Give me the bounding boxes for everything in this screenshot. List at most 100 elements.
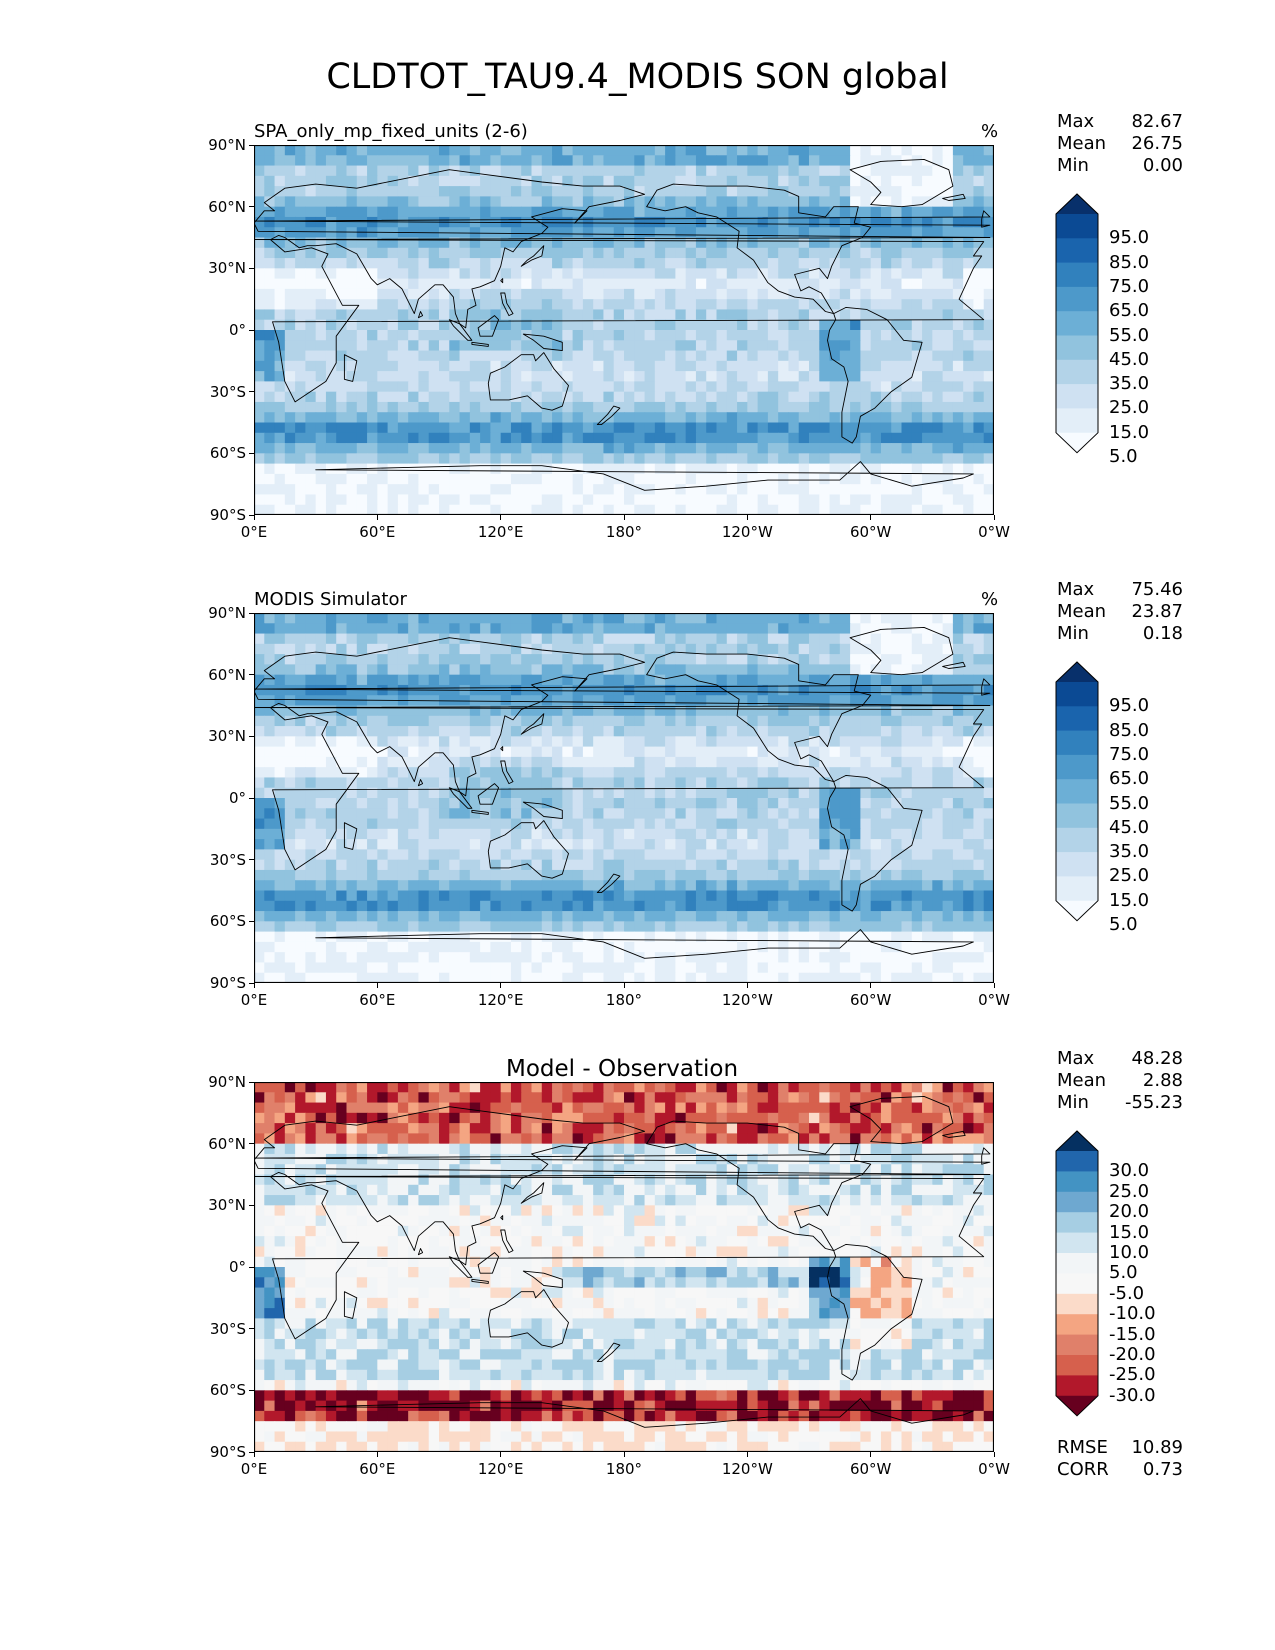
stat-value: 75.46 — [1131, 579, 1183, 600]
data-field — [254, 1082, 994, 1452]
colorbar-tick-label: 20.0 — [1109, 1201, 1150, 1223]
stat-value: 10.89 — [1131, 1437, 1183, 1458]
x-tick-label: 120°W — [721, 523, 773, 541]
map-plot — [254, 613, 994, 983]
x-tick-mark — [993, 1452, 995, 1457]
colorbar-tick-label: 25.0 — [1109, 1180, 1150, 1202]
stat-name: Max — [1057, 1048, 1095, 1069]
y-tick-label: 60°N — [208, 1134, 246, 1153]
y-tick-mark — [249, 797, 254, 799]
stat-value: 0.00 — [1142, 155, 1183, 176]
stat-row: Max 75.46 — [1057, 579, 1183, 601]
colorbar-tick-label: 95.0 — [1109, 227, 1150, 249]
x-tick-mark — [376, 983, 378, 988]
reference-panel: MODIS Simulator % 0°E 60°E 120°E 180° 120°W 6… — [0, 579, 1275, 1023]
y-tick-mark — [249, 144, 254, 146]
colorbar-tick-label: 95.0 — [1109, 695, 1150, 717]
x-tick-label: 180° — [605, 523, 643, 541]
stat-row: Min 0.00 — [1057, 155, 1183, 177]
x-tick-mark — [623, 1452, 625, 1457]
x-tick-label: 180° — [605, 991, 643, 1009]
y-tick-label: 60°S — [209, 444, 246, 463]
stat-row: RMSE 10.89 — [1057, 1437, 1183, 1459]
y-tick-mark — [249, 1143, 254, 1145]
map-plot — [254, 1082, 994, 1452]
map-canvas — [254, 1082, 994, 1452]
y-tick-mark — [249, 514, 254, 516]
y-tick-label: 60°N — [208, 197, 246, 216]
y-tick-label: 90°N — [208, 136, 246, 154]
y-tick-label: 0° — [228, 1258, 246, 1276]
y-tick-mark — [249, 920, 254, 922]
stat-name: Min — [1057, 1092, 1089, 1113]
y-tick-label: 60°S — [209, 1381, 246, 1400]
colorbar-tick-label: 45.0 — [1109, 816, 1150, 838]
x-tick-mark — [993, 983, 995, 988]
panel-units-label: % — [981, 121, 999, 142]
stat-name: Min — [1057, 623, 1089, 644]
stat-name: Mean — [1057, 601, 1107, 622]
x-tick-mark — [500, 983, 502, 988]
x-tick-mark — [253, 1452, 255, 1457]
colorbar-tick-label: 85.0 — [1109, 251, 1150, 273]
x-tick-mark — [500, 515, 502, 520]
y-tick-mark — [249, 267, 254, 269]
y-tick-mark — [249, 612, 254, 614]
x-tick-label: 60°W — [849, 1460, 892, 1478]
stat-value: 2.88 — [1142, 1070, 1183, 1091]
y-tick-mark — [249, 329, 254, 331]
x-tick-mark — [500, 1452, 502, 1457]
stat-name: CORR — [1057, 1459, 1109, 1480]
y-tick-label: 30°N — [208, 1196, 246, 1215]
colorbar-tick-label: 10.0 — [1109, 1242, 1150, 1263]
x-tick-label: 120°E — [477, 991, 524, 1009]
stat-name: Mean — [1057, 1070, 1107, 1091]
x-tick-label: 60°W — [849, 991, 892, 1009]
map-frame — [254, 145, 994, 515]
stat-row: Mean 2.88 — [1057, 1070, 1183, 1092]
stat-row: Mean 26.75 — [1057, 133, 1183, 155]
x-tick-mark — [623, 983, 625, 988]
stat-row: Mean 23.87 — [1057, 601, 1183, 623]
y-tick-mark — [249, 1266, 254, 1268]
x-tick-label: 60°W — [849, 523, 892, 541]
x-tick-label: 0°W — [978, 1460, 1010, 1478]
y-tick-label: 90°S — [209, 506, 246, 524]
y-tick-label: 30°S — [209, 382, 246, 401]
x-tick-label: 180° — [605, 1460, 643, 1478]
y-tick-label: 60°N — [208, 665, 246, 684]
stat-value: 48.28 — [1131, 1048, 1183, 1069]
x-tick-mark — [870, 983, 872, 988]
coastlines — [254, 158, 991, 491]
figure-title: CLDTOT_TAU9.4_MODIS SON global — [326, 57, 949, 97]
colorbar-tick-label: 15.0 — [1109, 1221, 1150, 1243]
x-tick-label: 0°E — [240, 991, 268, 1009]
colorbar-tick-label: 5.0 — [1109, 914, 1138, 935]
colorbar-tick-label: 45.0 — [1109, 348, 1150, 370]
x-tick-mark — [376, 515, 378, 520]
y-tick-label: 90°N — [208, 1073, 246, 1091]
y-tick-label: 0° — [228, 321, 246, 339]
stats-block: Max 82.67 Mean 26.75 Min 0.00 — [1057, 111, 1183, 177]
x-tick-label: 120°W — [721, 991, 773, 1009]
y-tick-mark — [249, 1081, 254, 1083]
x-tick-label: 120°W — [721, 1460, 773, 1478]
colorbar-tick-label: 15.0 — [1109, 421, 1150, 443]
map-canvas — [254, 145, 994, 515]
stat-name: Max — [1057, 579, 1095, 600]
error-stats-block: RMSE 10.89 CORR 0.73 — [1057, 1437, 1183, 1481]
map-canvas — [254, 613, 994, 983]
y-tick-mark — [249, 1451, 254, 1453]
x-tick-mark — [870, 515, 872, 520]
colorbar-tick-label: -10.0 — [1109, 1303, 1156, 1325]
colorbar — [1055, 193, 1099, 454]
colorbar-tick-label: 75.0 — [1109, 275, 1150, 297]
data-field — [254, 613, 994, 983]
colorbar-tick-label: -25.0 — [1109, 1364, 1156, 1386]
map-frame — [254, 1082, 994, 1452]
colorbar-tick-label: 85.0 — [1109, 719, 1150, 741]
x-tick-mark — [993, 515, 995, 520]
stat-row: Max 48.28 — [1057, 1048, 1183, 1070]
y-tick-label: 90°S — [209, 974, 246, 992]
y-tick-label: 0° — [228, 789, 246, 807]
